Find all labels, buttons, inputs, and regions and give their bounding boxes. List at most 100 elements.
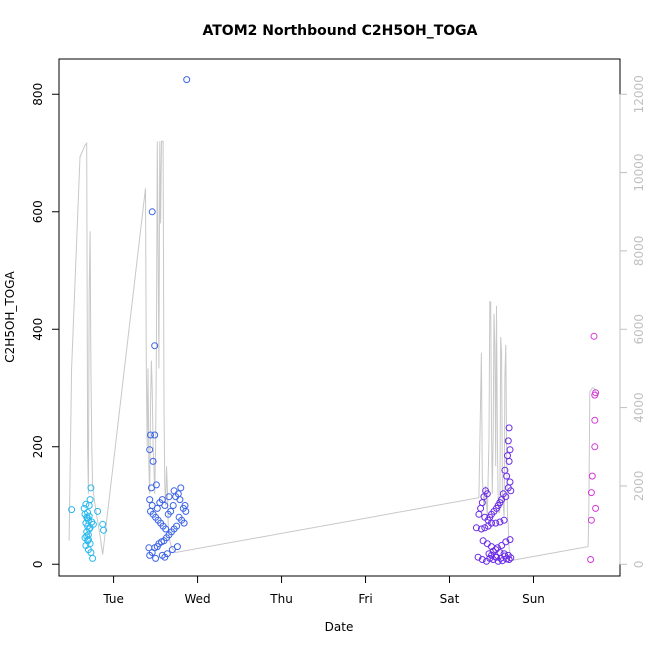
data-point: [478, 556, 486, 563]
data-point: [147, 431, 154, 439]
data-point: [506, 446, 514, 454]
data-point: [507, 554, 515, 562]
data-point: [163, 550, 171, 558]
data-point: [505, 457, 513, 465]
x-tick-label: Tue: [102, 592, 124, 606]
data-point: [496, 518, 504, 526]
data-points-layer: [68, 76, 600, 565]
data-point: [89, 554, 97, 562]
data-point: [477, 504, 485, 512]
data-point: [489, 547, 497, 555]
data-point: [146, 496, 154, 504]
plot-frame: [58, 58, 621, 577]
data-point: [505, 556, 513, 563]
data-point: [498, 542, 506, 549]
data-point: [504, 452, 511, 460]
data-point: [167, 507, 175, 515]
data-point: [503, 472, 511, 480]
data-point: [161, 502, 169, 509]
data-point: [84, 509, 92, 516]
data-point: [590, 332, 598, 340]
data-point: [483, 557, 490, 565]
x-tick-label: Thu: [269, 592, 293, 606]
data-point: [492, 553, 500, 561]
data-point: [147, 484, 155, 492]
y2-tick-label: 4000: [632, 392, 646, 423]
y2-tick-label: 0: [632, 560, 646, 568]
data-point: [587, 516, 595, 524]
data-point: [505, 424, 513, 432]
data-point: [84, 536, 92, 544]
series-group-2: [145, 76, 191, 562]
data-point: [168, 546, 176, 554]
data-point: [504, 437, 512, 445]
data-point: [176, 496, 184, 504]
x-tick-label: Fri: [358, 592, 372, 606]
data-point: [506, 478, 514, 486]
data-point: [493, 544, 501, 552]
data-point: [591, 443, 599, 451]
data-point: [484, 522, 492, 530]
y-tick-label: 0: [31, 560, 45, 568]
data-point: [100, 526, 107, 534]
data-point: [82, 500, 90, 508]
data-point: [587, 489, 595, 497]
y2-tick-label: 10000: [632, 153, 646, 191]
y2-tick-label: 8000: [632, 236, 646, 267]
x-tick-label: Sat: [440, 592, 460, 606]
data-point: [151, 342, 159, 350]
data-point: [173, 543, 181, 551]
data-point: [148, 208, 156, 216]
data-point: [507, 487, 515, 495]
x-tick-label: Wed: [184, 592, 210, 606]
x-axis-label: Date: [325, 620, 354, 634]
y2-tick-label: 6000: [632, 314, 646, 345]
data-point: [175, 513, 183, 521]
data-point: [587, 556, 595, 563]
data-point: [500, 516, 508, 524]
data-point: [472, 524, 480, 532]
data-point: [145, 544, 153, 552]
data-point: [502, 538, 510, 546]
data-point: [80, 504, 88, 512]
data-point: [474, 553, 482, 561]
data-point: [99, 520, 107, 528]
data-point: [94, 507, 102, 515]
x-tick-label: Sun: [522, 592, 545, 606]
data-point: [86, 524, 94, 532]
data-point: [85, 512, 93, 520]
data-point: [181, 502, 189, 509]
data-point: [87, 484, 95, 492]
data-point: [68, 506, 76, 514]
data-point: [158, 496, 166, 504]
data-point: [152, 554, 160, 562]
data-point: [83, 532, 91, 540]
data-point: [477, 525, 485, 533]
data-point: [153, 504, 161, 512]
axes-layer: Tue Wed Thu Fri Sat Sun0200400600800020004000…: [31, 75, 646, 606]
chart-title: ATOM2 Northbound C2H5OH_TOGA: [203, 23, 478, 39]
data-point: [592, 504, 600, 512]
data-point: [86, 496, 94, 504]
y-axis-label: C2H5OH_TOGA: [3, 271, 17, 363]
data-point: [169, 502, 177, 509]
y2-tick-label: 2000: [632, 471, 646, 502]
y2-tick-label: 12000: [632, 75, 646, 113]
data-point: [475, 510, 483, 518]
data-point: [183, 76, 191, 84]
data-point: [492, 519, 500, 527]
series-group-4: [587, 332, 600, 563]
data-point: [481, 524, 489, 532]
data-point: [177, 484, 185, 492]
y-tick-label: 800: [31, 83, 45, 106]
data-point: [498, 557, 506, 565]
data-point: [591, 391, 599, 399]
data-point: [152, 481, 160, 489]
data-point: [588, 472, 596, 480]
series-group-3: [472, 424, 515, 565]
y-tick-label: 400: [31, 318, 45, 341]
data-point: [149, 457, 157, 465]
data-point: [162, 525, 170, 533]
data-point: [483, 540, 491, 548]
